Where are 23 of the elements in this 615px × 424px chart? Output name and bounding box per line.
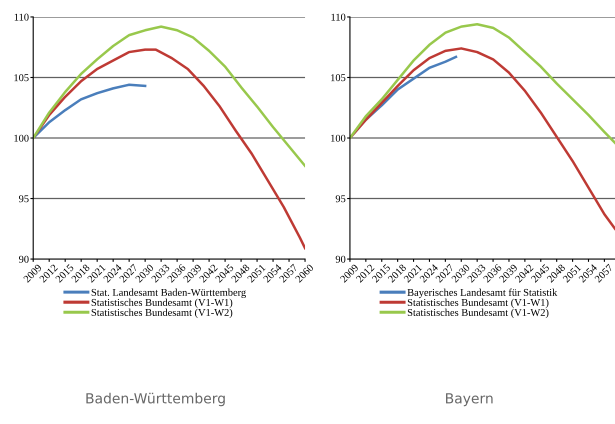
y-tick-label: 95	[336, 195, 346, 202]
legend-label: Statistisches Bundesamt (V1-W2)	[408, 308, 548, 318]
y-tick-label: 90	[18, 256, 29, 263]
line-series	[33, 84, 146, 140]
line-series	[33, 25, 306, 168]
text: Bayern	[446, 393, 493, 406]
y-tick-label: 105	[331, 74, 346, 82]
y-tick-label: 100	[331, 134, 346, 142]
line-series	[33, 48, 306, 250]
y-tick-label: 95	[18, 195, 29, 202]
line-series	[350, 47, 615, 230]
y-tick-label: 90	[336, 256, 346, 263]
y-tick-label: 110	[331, 14, 346, 21]
legend-label: Stat. Landesamt Baden-Württemberg	[92, 288, 246, 298]
y-tick-label: 105	[14, 74, 29, 82]
y-tick-label: 100	[14, 134, 29, 142]
legend-label: Statistisches Bundesamt (V1-W1)	[408, 298, 548, 308]
text: Baden-Württemberg	[86, 392, 225, 406]
legend-label: Statistisches Bundesamt (V1-W2)	[92, 308, 232, 318]
legend-label: Bayerisches Landesamt für Statistik	[407, 288, 558, 298]
line-series	[350, 22, 615, 144]
legend-label: Statistisches Bundesamt (V1-W1)	[92, 298, 232, 308]
y-tick-label: 110	[14, 14, 29, 21]
